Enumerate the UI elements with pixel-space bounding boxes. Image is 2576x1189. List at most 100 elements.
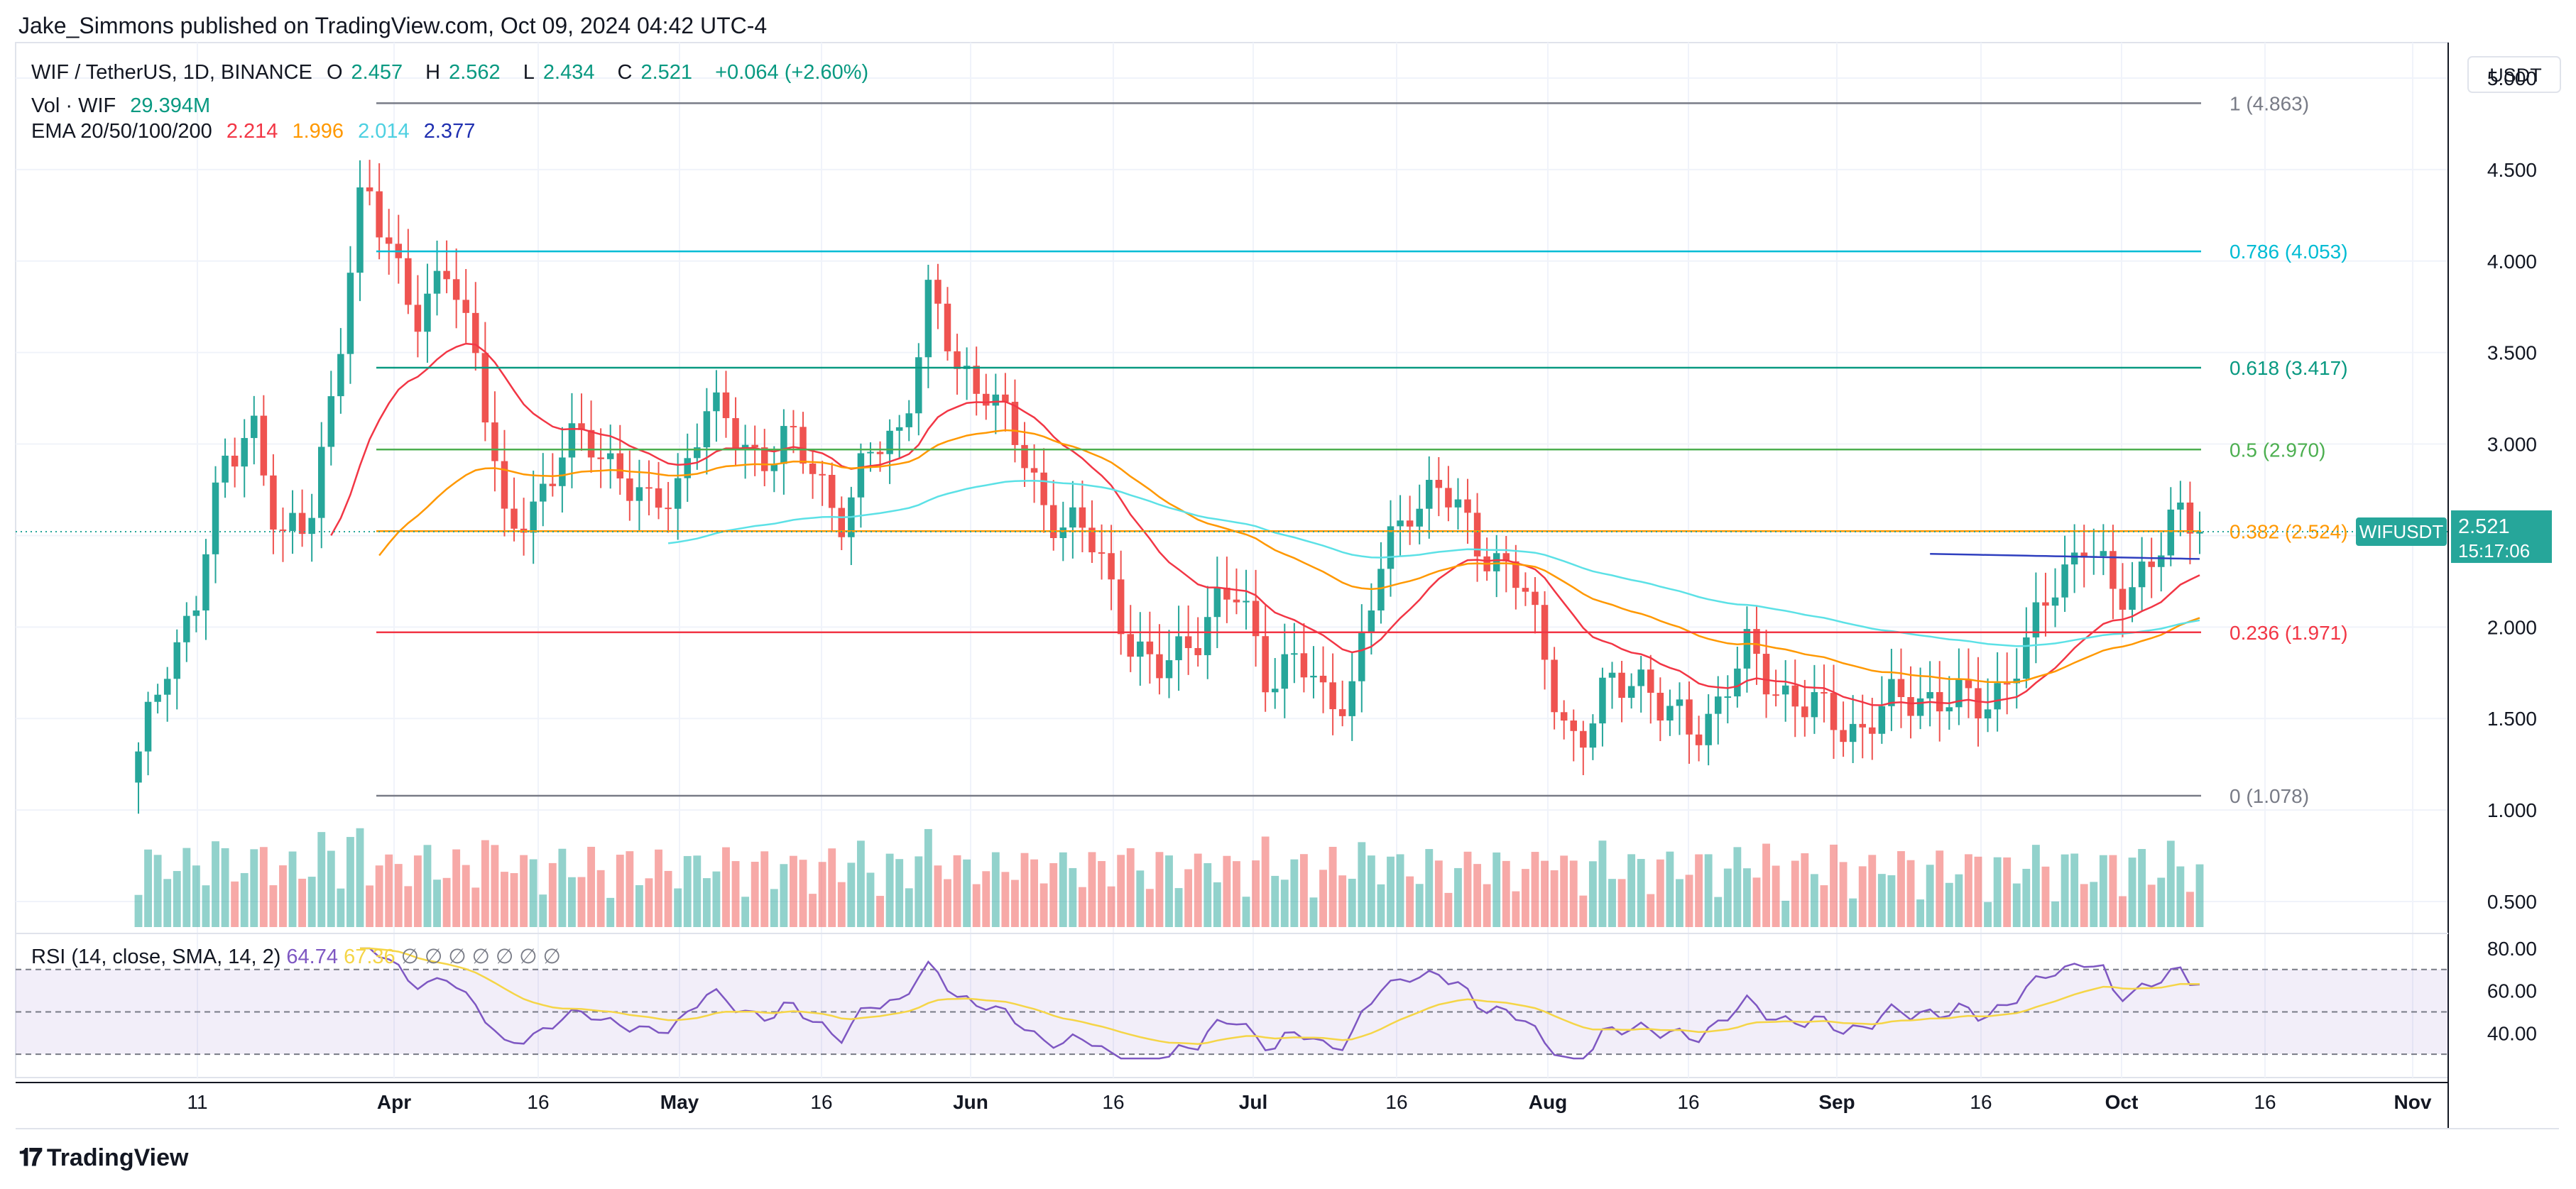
candle-body [424, 293, 431, 332]
candle [481, 322, 489, 442]
candle-body [1772, 694, 1779, 696]
candle [1184, 606, 1192, 675]
candle-body [1869, 727, 1876, 734]
candle [1175, 606, 1182, 691]
volume-bar [1145, 889, 1154, 927]
candle-body [539, 483, 547, 502]
candle-body [790, 426, 797, 428]
candle [2129, 561, 2136, 623]
y-tick-label: 2.000 [2487, 616, 2537, 638]
candle [1426, 456, 1433, 539]
symbol-name[interactable]: WIF / TetherUS, 1D, BINANCE [31, 61, 312, 84]
candle [587, 400, 595, 473]
candle-body [192, 610, 200, 616]
volume-bar [1059, 852, 1067, 927]
candle-body [722, 392, 730, 419]
volume-bar [2176, 866, 2185, 927]
candle-body [1532, 591, 1539, 606]
volume-bar [693, 855, 702, 927]
candle-body [2080, 552, 2087, 558]
candle [944, 287, 951, 361]
candle-body [1416, 508, 1423, 527]
candle-body [1955, 679, 1963, 708]
candle [674, 453, 682, 540]
candle [289, 490, 296, 554]
ema-legend: EMA 20/50/100/200 2.214 1.996 2.014 2.37… [31, 120, 484, 143]
volume-bar [240, 872, 249, 927]
candle-body [260, 415, 268, 476]
candle-body [1252, 601, 1260, 637]
volume-bar [1358, 842, 1366, 927]
candle-body [1618, 672, 1625, 698]
tradingview-brand[interactable]: 𝟏𝟕 TradingView [18, 1144, 188, 1172]
volume-bar [404, 886, 413, 927]
candle [1454, 478, 1462, 530]
candle [819, 461, 826, 506]
volume-bar [1820, 885, 1828, 927]
candle-body [1137, 641, 1144, 657]
candle [578, 393, 585, 451]
x-tick-label: 11 [187, 1091, 207, 1113]
candle-body [1194, 647, 1201, 655]
x-tick-label: Oct [2105, 1091, 2139, 1113]
candle-body [1647, 669, 1654, 693]
volume-bar [1512, 891, 1520, 927]
candle-body [2070, 552, 2078, 565]
volume-bar [442, 877, 451, 927]
candle-body [1945, 707, 1953, 712]
candle-body [1021, 444, 1028, 469]
candle [770, 446, 778, 493]
candle [751, 425, 758, 476]
volume-bar [895, 859, 904, 927]
volume-bar [2128, 857, 2136, 927]
volume-bar [1020, 853, 1029, 927]
volume-bar [809, 894, 817, 927]
candle [886, 419, 893, 484]
candle [452, 248, 460, 329]
volume-bar [2109, 855, 2117, 927]
candle [1994, 652, 2001, 732]
ema100-value: 2.014 [358, 120, 410, 143]
candle [1811, 664, 1818, 734]
candle [1358, 604, 1365, 713]
volume-bar [259, 847, 268, 927]
volume-bar [1617, 879, 1626, 927]
candle [251, 395, 258, 465]
candle [1637, 656, 1644, 713]
candle [1801, 679, 1808, 737]
candle [443, 240, 450, 294]
candle-body [1975, 688, 1982, 719]
ohlc-open: O 2.457 [326, 61, 403, 84]
candle-body [2100, 551, 2107, 557]
candle [1108, 525, 1115, 610]
volume-bar [655, 849, 662, 927]
y-tick-label: 1.500 [2487, 708, 2537, 730]
symbol-badge-text: WIFUSDT [2359, 521, 2444, 542]
candle [424, 263, 431, 363]
candle-body [443, 270, 450, 280]
volume-bar [1695, 854, 1703, 927]
volume-bar [1839, 862, 1848, 927]
volume-bar [1444, 892, 1453, 927]
candle-body [1049, 505, 1057, 539]
candle [241, 419, 248, 498]
volume-bar [885, 853, 894, 927]
candle-body [954, 351, 961, 369]
candle [1243, 569, 1250, 630]
candle-body [2110, 551, 2117, 589]
volume-bar [250, 849, 258, 927]
volume-bar [1723, 868, 1732, 927]
volume-bar [356, 828, 364, 927]
candle-body [1011, 402, 1019, 445]
candle-body [1435, 479, 1443, 488]
volume-bar [269, 885, 278, 927]
candle-body [665, 508, 672, 510]
candle [1165, 630, 1173, 698]
volume-bar [982, 871, 990, 927]
candle-body [1377, 569, 1385, 611]
price-badge-countdown: 15:17:06 [2458, 540, 2530, 561]
candle-body [876, 451, 884, 454]
candle-body [597, 457, 604, 459]
candle [202, 539, 209, 640]
